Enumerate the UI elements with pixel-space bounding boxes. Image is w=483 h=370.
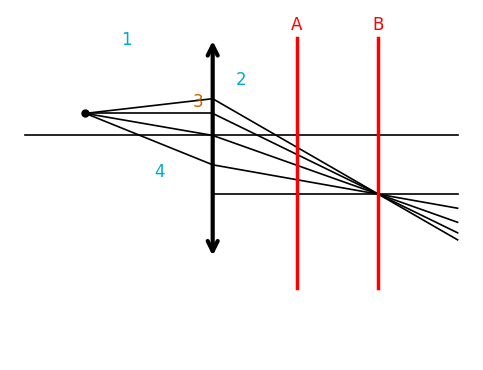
Text: 3: 3 — [193, 93, 204, 111]
Text: 2: 2 — [236, 71, 247, 89]
Text: 1: 1 — [121, 31, 131, 49]
Text: 4: 4 — [155, 163, 165, 181]
Text: A: A — [291, 16, 302, 34]
Text: B: B — [373, 16, 384, 34]
